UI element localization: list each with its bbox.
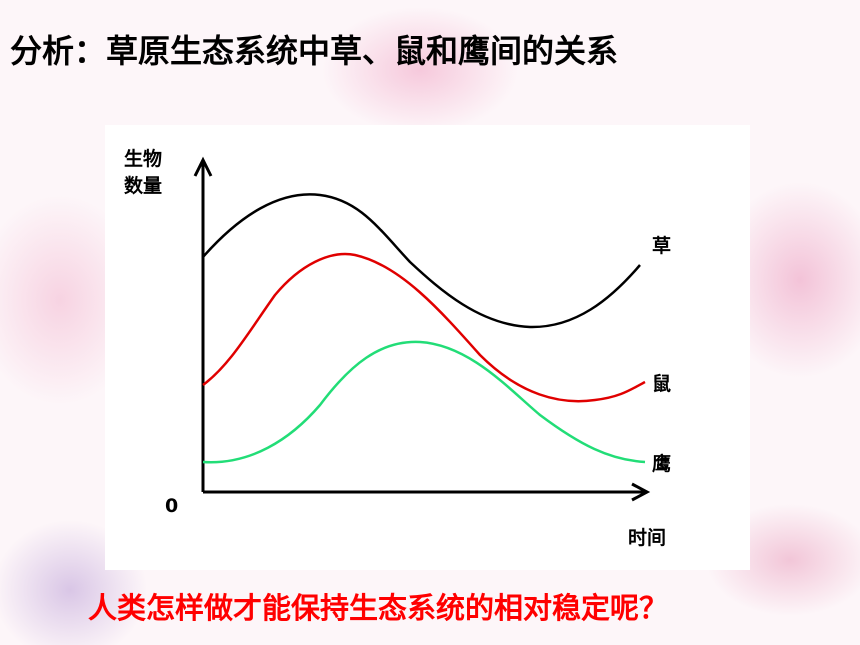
curve-label: 鹰 bbox=[652, 452, 671, 475]
axes bbox=[193, 156, 651, 502]
slide-title: 分析：草原生态系统中草、鼠和鹰间的关系 bbox=[10, 32, 618, 70]
curve-label: 草 bbox=[652, 234, 671, 257]
y-axis-label: 生物 bbox=[124, 147, 162, 170]
y-arrow bbox=[193, 156, 213, 177]
question: 人类怎样做才能保持生态系统的相对稳定呢？ bbox=[88, 591, 668, 625]
curve-label: 鼠 bbox=[652, 372, 671, 395]
y-axis-label: 数量 bbox=[124, 174, 162, 197]
hawk-curve bbox=[202, 340, 646, 464]
origin-label: 0 bbox=[165, 495, 178, 517]
grass-curve bbox=[202, 193, 641, 329]
x-arrow bbox=[631, 482, 651, 502]
x-axis-label: 时间 bbox=[628, 527, 666, 549]
mouse-curve bbox=[202, 252, 646, 403]
